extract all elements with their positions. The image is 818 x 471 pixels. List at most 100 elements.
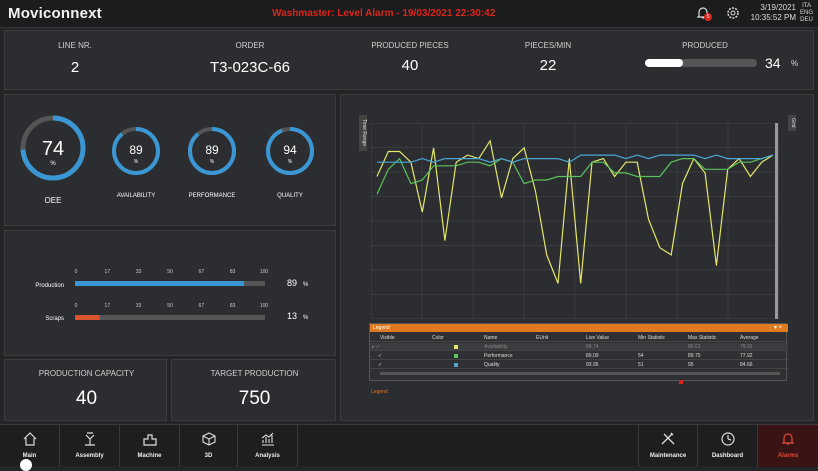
col-min: Min Statistic xyxy=(638,335,665,341)
legend-row-quality[interactable]: ✓ Quality 93.95 51 95 84.66 xyxy=(370,361,788,369)
language-selector[interactable]: ITA ENG DEU xyxy=(800,3,813,24)
machine-icon xyxy=(142,434,157,446)
performance-avg: 77.92 xyxy=(740,353,753,359)
gear-icon[interactable] xyxy=(725,5,741,26)
nav-main[interactable]: Main xyxy=(0,425,60,471)
col-max: Max Statistic xyxy=(688,335,717,341)
nav-analysis[interactable]: Analysis xyxy=(238,425,298,467)
nav-3d-label: 3D xyxy=(204,453,213,459)
performance-unit: % xyxy=(210,159,215,165)
quality-check-icon[interactable]: ✓ xyxy=(378,362,383,368)
rate-value: 22 xyxy=(539,57,557,74)
production-ticks: 0 17 33 50 67 83 100 xyxy=(75,269,269,275)
legend-footer[interactable]: Legend xyxy=(371,389,388,395)
bar-tick-label: 17 xyxy=(105,269,111,275)
quality-min: 51 xyxy=(638,362,644,368)
scraps-unit: % xyxy=(303,315,309,321)
bar-tick-label: 0 xyxy=(75,303,78,309)
availability-avg: 78.02 xyxy=(740,344,753,350)
legend-row-availability[interactable]: ▸ ✓ Availability 89.74 89.61 78.02 xyxy=(370,343,788,351)
home-icon xyxy=(23,432,36,446)
bar-tick-label: 33 xyxy=(136,303,142,309)
date-time: 3/19/2021 10:35:52 PM xyxy=(748,3,796,23)
col-live: Live Value xyxy=(586,335,609,341)
legend-table: Visible Color Name EUnit Live Value Min … xyxy=(370,334,788,378)
nav-alarms-label: Alarms xyxy=(777,453,799,459)
performance-value: 89 xyxy=(205,143,219,157)
bar-tick-label: 83 xyxy=(230,269,236,275)
quality-max: 95 xyxy=(688,362,694,368)
quality-unit: % xyxy=(288,159,293,165)
availability-gauge: 89 % AVAILABILITY xyxy=(112,127,160,199)
bar-tick-label: 67 xyxy=(199,269,205,275)
grid-button[interactable]: Grid xyxy=(788,115,796,131)
production-label: Production xyxy=(35,283,64,289)
nav-assembly-label: Assembly xyxy=(75,453,104,459)
lang-deu[interactable]: DEU xyxy=(800,17,813,23)
order-label: ORDER xyxy=(235,41,265,50)
nav-maintenance[interactable]: Maintenance xyxy=(638,425,698,467)
record-indicator xyxy=(679,380,683,384)
col-average: Average xyxy=(740,335,759,341)
oee-label: OEE xyxy=(45,196,62,205)
legend-scrollbar[interactable] xyxy=(380,372,780,375)
time-range-button[interactable]: Time Range xyxy=(359,115,367,151)
pieces-value: 40 xyxy=(401,57,419,74)
nav-machine[interactable]: Machine xyxy=(120,425,180,467)
robot-arm-icon xyxy=(84,432,95,446)
produced-progress-fill xyxy=(645,59,684,67)
production-unit: % xyxy=(303,282,309,288)
performance-name: Performance xyxy=(484,353,513,359)
bar-tick-label: 100 xyxy=(260,269,269,275)
time-text: 10:35:52 PM xyxy=(750,13,796,22)
legend-close-icon[interactable]: ▾ × xyxy=(774,325,783,331)
scraps-label: Scraps xyxy=(45,316,64,322)
bar-tick-label: 83 xyxy=(230,303,236,309)
series-line-2 xyxy=(377,154,774,163)
nav-analysis-label: Analysis xyxy=(255,453,280,459)
performance-max: 89.75 xyxy=(688,353,701,359)
lang-ita[interactable]: ITA xyxy=(802,3,811,9)
availability-unit: % xyxy=(134,159,139,165)
lang-eng[interactable]: ENG xyxy=(800,10,814,16)
nav-assembly[interactable]: Assembly xyxy=(60,425,120,467)
availability-name: Availability xyxy=(484,344,508,350)
performance-min: 54 xyxy=(638,353,644,359)
nav-dashboard[interactable]: Dashboard xyxy=(698,425,758,467)
quality-label: QUALITY xyxy=(277,193,303,199)
nav-maintenance-label: Maintenance xyxy=(649,453,687,459)
bell-icon[interactable]: 5 xyxy=(695,5,712,21)
oee-unit: % xyxy=(50,161,56,167)
nav-3d[interactable]: 3D xyxy=(180,425,238,467)
bar-tick-label: 50 xyxy=(167,269,173,275)
scraps-bar-fill xyxy=(75,315,100,320)
series-line-1 xyxy=(376,154,774,195)
trend-chart[interactable] xyxy=(371,123,779,319)
legend-header-row: Visible Color Name EUnit Live Value Min … xyxy=(370,334,788,342)
pieces-label: PRODUCED PIECES xyxy=(371,41,449,50)
performance-live: 89.09 xyxy=(586,353,599,359)
performance-check-icon[interactable]: ✓ xyxy=(378,353,383,359)
date-text: 3/19/2021 xyxy=(760,3,796,12)
tools-icon xyxy=(661,432,675,445)
capacity-label: PRODUCTION CAPACITY xyxy=(38,369,135,378)
performance-gauge: 89 % PERFORMANCE xyxy=(188,127,236,199)
legend-title: Legend xyxy=(373,325,390,331)
quality-color-swatch xyxy=(454,363,458,367)
availability-live: 89.74 xyxy=(586,344,599,350)
order-value: T3-023C-66 xyxy=(209,59,291,76)
scraps-value: 13 xyxy=(287,311,297,321)
produced-label: PRODUCED xyxy=(682,41,728,50)
oee-value: 74 xyxy=(42,138,64,160)
chart-scrollbar[interactable] xyxy=(775,123,778,319)
alarm-banner[interactable]: Washmaster: Level Alarm - 19/03/2021 22:… xyxy=(272,8,496,19)
bar-tick-label: 100 xyxy=(260,303,269,309)
oee-gauge: 74 % OEE xyxy=(20,115,86,205)
nav-alarms[interactable]: Alarms xyxy=(758,425,818,467)
bar-tick-label: 50 xyxy=(167,303,173,309)
availability-max: 89.61 xyxy=(688,344,701,350)
legend-row-performance[interactable]: ✓ Performance 89.09 54 89.75 77.92 xyxy=(370,352,788,360)
active-indicator xyxy=(20,459,32,471)
nav-main-label: Main xyxy=(22,453,37,459)
oee-panel: 74 % OEE 89 % AVAILABILITY 89 % PERFORMA… xyxy=(4,94,336,226)
